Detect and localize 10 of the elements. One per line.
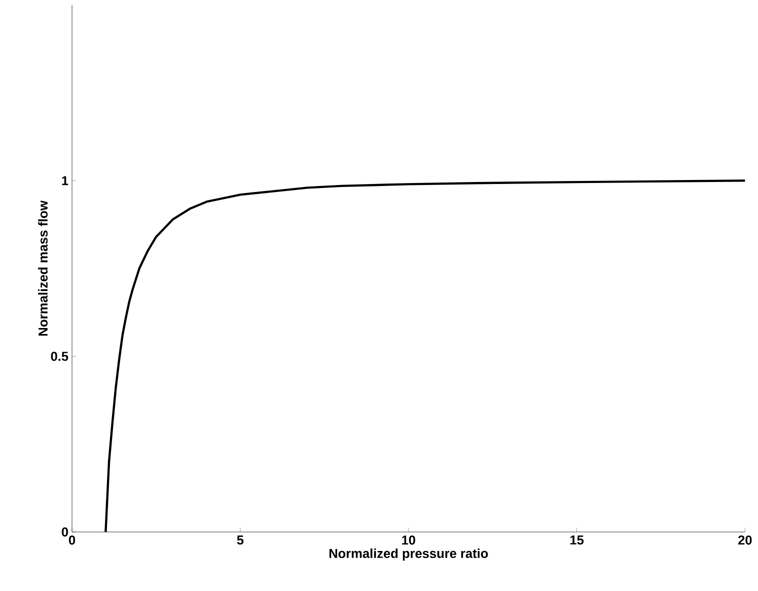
y-tick-label: 0.5: [51, 352, 68, 361]
x-tick-label: 5: [237, 536, 244, 545]
y-tick-label: 0: [62, 527, 68, 537]
x-tick-label: 10: [402, 536, 416, 545]
x-tick-label: 0: [68, 536, 76, 545]
y-axis-title: Normalized mass flow: [38, 200, 48, 336]
y-tick-label: 1: [62, 176, 68, 186]
x-tick-label: 15: [570, 536, 584, 545]
x-tick-label: 20: [738, 536, 752, 545]
x-axis-title: Normalized pressure ratio: [329, 548, 488, 561]
